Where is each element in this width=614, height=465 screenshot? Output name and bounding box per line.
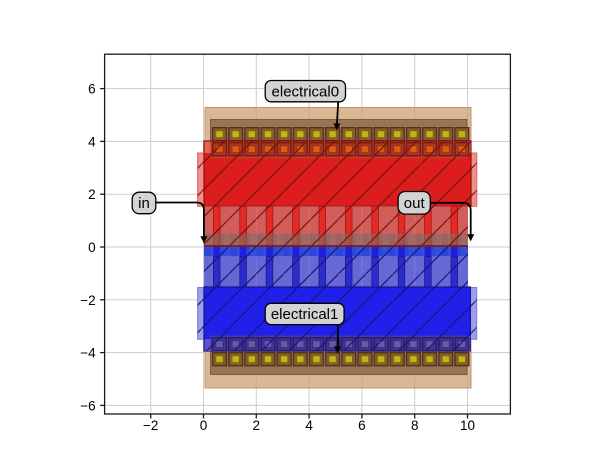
svg-text:−4: −4: [80, 346, 96, 361]
svg-text:2: 2: [253, 418, 261, 433]
svg-text:electrical0: electrical0: [272, 83, 340, 100]
svg-text:8: 8: [411, 418, 419, 433]
svg-text:6: 6: [88, 82, 96, 97]
svg-text:0: 0: [200, 418, 208, 433]
svg-text:in: in: [138, 195, 150, 212]
svg-text:−6: −6: [80, 398, 95, 413]
svg-text:−2: −2: [143, 418, 158, 433]
svg-text:2: 2: [88, 187, 96, 202]
svg-text:out: out: [404, 195, 426, 212]
svg-text:10: 10: [460, 418, 475, 433]
svg-text:0: 0: [88, 240, 96, 255]
svg-text:−2: −2: [80, 293, 95, 308]
svg-text:electrical1: electrical1: [271, 306, 339, 323]
svg-text:4: 4: [88, 134, 96, 149]
svg-text:6: 6: [358, 418, 366, 433]
svg-text:4: 4: [305, 418, 313, 433]
